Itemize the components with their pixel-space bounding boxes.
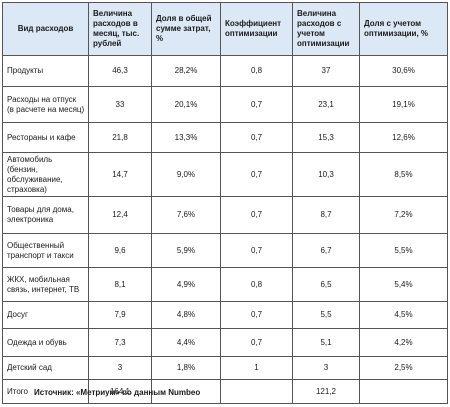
table-row: Детский сад 3 1,8% 1 3 2,5%	[2, 356, 448, 380]
cell-share: 4,9%	[151, 267, 221, 302]
cell-optimized-share: 4,5%	[359, 301, 448, 329]
cell-optimized-share: 5,4%	[359, 267, 448, 302]
cell-category: Продукты	[2, 55, 89, 87]
table-row: Досуг 7,9 4,8% 0,7 5,5 4,5%	[2, 301, 448, 329]
cell-optimized-share: 19,1%	[359, 86, 448, 123]
cell-optimized-share: 5,5%	[359, 233, 448, 268]
cell-share: 28,2%	[151, 55, 221, 87]
cell-optimized-expenses: 8,7	[292, 196, 360, 234]
cell-share: 13,3%	[151, 122, 221, 153]
cell-coefficient: 0,8	[220, 267, 293, 302]
cell-coefficient: 0,7	[220, 301, 293, 329]
cell-coefficient: 0,7	[220, 152, 293, 197]
table-row: ЖКХ, мобильная связь, интернет, ТВ 8,1 4…	[2, 267, 448, 302]
cell-total-label: Итого	[2, 379, 89, 404]
cell-optimized-expenses: 6,5	[292, 267, 360, 302]
expenses-table: Вид расходов Величина расходов в месяц, …	[2, 2, 448, 404]
cell-category: Одежда и обувь	[2, 328, 89, 357]
cell-category: Автомобиль (бензин, обслуживание, страхо…	[2, 152, 89, 197]
cell-total-optimized-share	[359, 379, 448, 404]
cell-category: Общественный транспорт и такси	[2, 233, 89, 268]
cell-coefficient: 0,7	[220, 86, 293, 123]
cell-share: 7,6%	[151, 196, 221, 234]
header-optimized-expenses: Величина расходов с учетом оптимизации	[292, 2, 360, 56]
cell-share: 9,0%	[151, 152, 221, 197]
cell-optimized-expenses: 5,1	[292, 328, 360, 357]
cell-coefficient: 0,7	[220, 328, 293, 357]
source-caption: Источник: «Метриум» по данным Numbeo	[34, 388, 201, 397]
cell-category: ЖКХ, мобильная связь, интернет, ТВ	[2, 267, 89, 302]
cell-monthly-expenses: 14,7	[88, 152, 152, 197]
cell-total-coefficient	[220, 379, 293, 404]
table-body: Продукты 46,3 28,2% 0,8 37 30,6% Расходы…	[2, 55, 448, 404]
table-row: Товары для дома, электроника 12,4 7,6% 0…	[2, 196, 448, 234]
table-row: Расходы на отпуск (в расчете на месяц) 3…	[2, 86, 448, 123]
cell-optimized-share: 30,6%	[359, 55, 448, 87]
cell-optimized-share: 4,2%	[359, 328, 448, 357]
header-share: Доля в общей сумме затрат, %	[151, 2, 221, 56]
header-row: Вид расходов Величина расходов в месяц, …	[2, 2, 448, 56]
header-category: Вид расходов	[2, 2, 89, 56]
cell-coefficient: 0,7	[220, 122, 293, 153]
cell-category: Рестораны и кафе	[2, 122, 89, 153]
cell-monthly-expenses: 8,1	[88, 267, 152, 302]
cell-total-optimized-expenses: 121,2	[292, 379, 360, 404]
cell-optimized-share: 12,6%	[359, 122, 448, 153]
cell-optimized-expenses: 37	[292, 55, 360, 87]
cell-coefficient: 0,8	[220, 55, 293, 87]
cell-category: Детский сад	[2, 356, 89, 380]
cell-optimized-expenses: 15,3	[292, 122, 360, 153]
cell-monthly-expenses: 33	[88, 86, 152, 123]
cell-optimized-share: 8,5%	[359, 152, 448, 197]
cell-share: 4,8%	[151, 301, 221, 329]
cell-total-share	[151, 379, 221, 404]
cell-monthly-expenses: 7,3	[88, 328, 152, 357]
table-row: Рестораны и кафе 21,8 13,3% 0,7 15,3 12,…	[2, 122, 448, 153]
cell-coefficient: 0,7	[220, 196, 293, 234]
cell-optimized-share: 2,5%	[359, 356, 448, 380]
cell-monthly-expenses: 9,6	[88, 233, 152, 268]
cell-optimized-expenses: 5,5	[292, 301, 360, 329]
cell-monthly-expenses: 46,3	[88, 55, 152, 87]
cell-category: Досуг	[2, 301, 89, 329]
cell-category: Расходы на отпуск (в расчете на месяц)	[2, 86, 89, 123]
cell-optimized-expenses: 3	[292, 356, 360, 380]
table-row-total: Итого 164,1 121,2	[2, 379, 448, 404]
cell-coefficient: 1	[220, 356, 293, 380]
table-row: Одежда и обувь 7,3 4,4% 0,7 5,1 4,2%	[2, 328, 448, 357]
cell-share: 20,1%	[151, 86, 221, 123]
table-row: Продукты 46,3 28,2% 0,8 37 30,6%	[2, 55, 448, 87]
table-row: Автомобиль (бензин, обслуживание, страхо…	[2, 152, 448, 197]
cell-optimized-expenses: 23,1	[292, 86, 360, 123]
cell-optimized-expenses: 6,7	[292, 233, 360, 268]
cell-monthly-expenses: 12,4	[88, 196, 152, 234]
cell-share: 4,4%	[151, 328, 221, 357]
header-monthly-expenses: Величина расходов в месяц, тыс. рублей	[88, 2, 152, 56]
cell-category: Товары для дома, электроника	[2, 196, 89, 234]
cell-monthly-expenses: 7,9	[88, 301, 152, 329]
cell-share: 5,9%	[151, 233, 221, 268]
cell-monthly-expenses: 3	[88, 356, 152, 380]
table-header: Вид расходов Величина расходов в месяц, …	[2, 2, 448, 56]
table-row: Общественный транспорт и такси 9,6 5,9% …	[2, 233, 448, 268]
cell-share: 1,8%	[151, 356, 221, 380]
header-optimized-share: Доля с учетом оптимизации, %	[359, 2, 448, 56]
cell-monthly-expenses: 21,8	[88, 122, 152, 153]
cell-coefficient: 0,7	[220, 233, 293, 268]
header-optimization-coefficient: Коэффициент оптимизации	[220, 2, 293, 56]
cell-optimized-expenses: 10,3	[292, 152, 360, 197]
cell-optimized-share: 7,2%	[359, 196, 448, 234]
